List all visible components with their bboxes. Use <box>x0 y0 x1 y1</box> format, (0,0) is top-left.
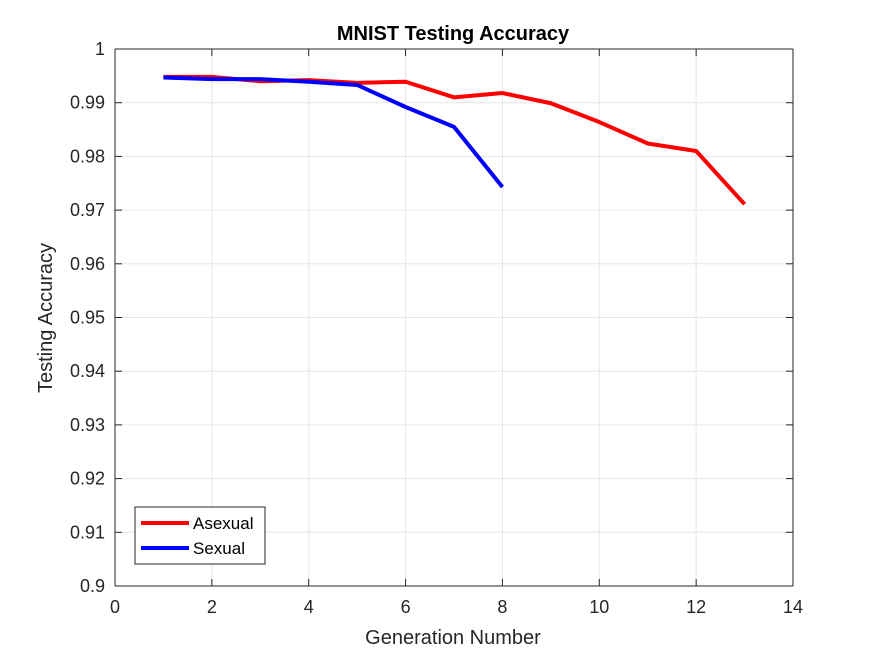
y-tick-label: 0.9 <box>80 576 105 596</box>
y-tick-label: 0.94 <box>70 361 105 381</box>
y-tick-label: 0.98 <box>70 146 105 166</box>
y-tick-label: 0.91 <box>70 522 105 542</box>
y-axis-label: Testing Accuracy <box>35 243 57 393</box>
legend-label-asexual: Asexual <box>193 514 253 533</box>
y-tick-label: 0.96 <box>70 254 105 274</box>
y-tick-label: 0.97 <box>70 200 105 220</box>
x-tick-label: 2 <box>207 597 217 617</box>
x-tick-label: 10 <box>589 597 609 617</box>
x-tick-label: 6 <box>401 597 411 617</box>
x-tick-label: 8 <box>497 597 507 617</box>
legend-box <box>134 506 266 565</box>
y-tick-label: 0.93 <box>70 415 105 435</box>
x-axis-ticks: 0 2 4 6 8 10 12 14 <box>110 49 803 617</box>
x-tick-label: 4 <box>304 597 314 617</box>
y-tick-label: 0.92 <box>70 469 105 489</box>
y-tick-label: 0.99 <box>70 93 105 113</box>
y-axis-ticks: 0.9 0.91 0.92 0.93 0.94 0.95 0.96 0.97 0.98 0.99 1 <box>70 39 793 596</box>
series-line-asexual <box>163 74 747 206</box>
series-group <box>163 74 747 206</box>
legend: Asexual Sexual <box>134 506 266 565</box>
x-tick-label: 12 <box>686 597 706 617</box>
y-tick-label: 0.95 <box>70 308 105 328</box>
series-line-sexual <box>163 75 504 189</box>
legend-label-sexual: Sexual <box>193 539 245 558</box>
x-axis-label: Generation Number <box>365 627 541 649</box>
y-tick-label: 1 <box>95 39 105 59</box>
x-tick-label: 0 <box>110 597 120 617</box>
chart-title: MNIST Testing Accuracy <box>337 23 570 45</box>
x-tick-label: 14 <box>783 597 803 617</box>
